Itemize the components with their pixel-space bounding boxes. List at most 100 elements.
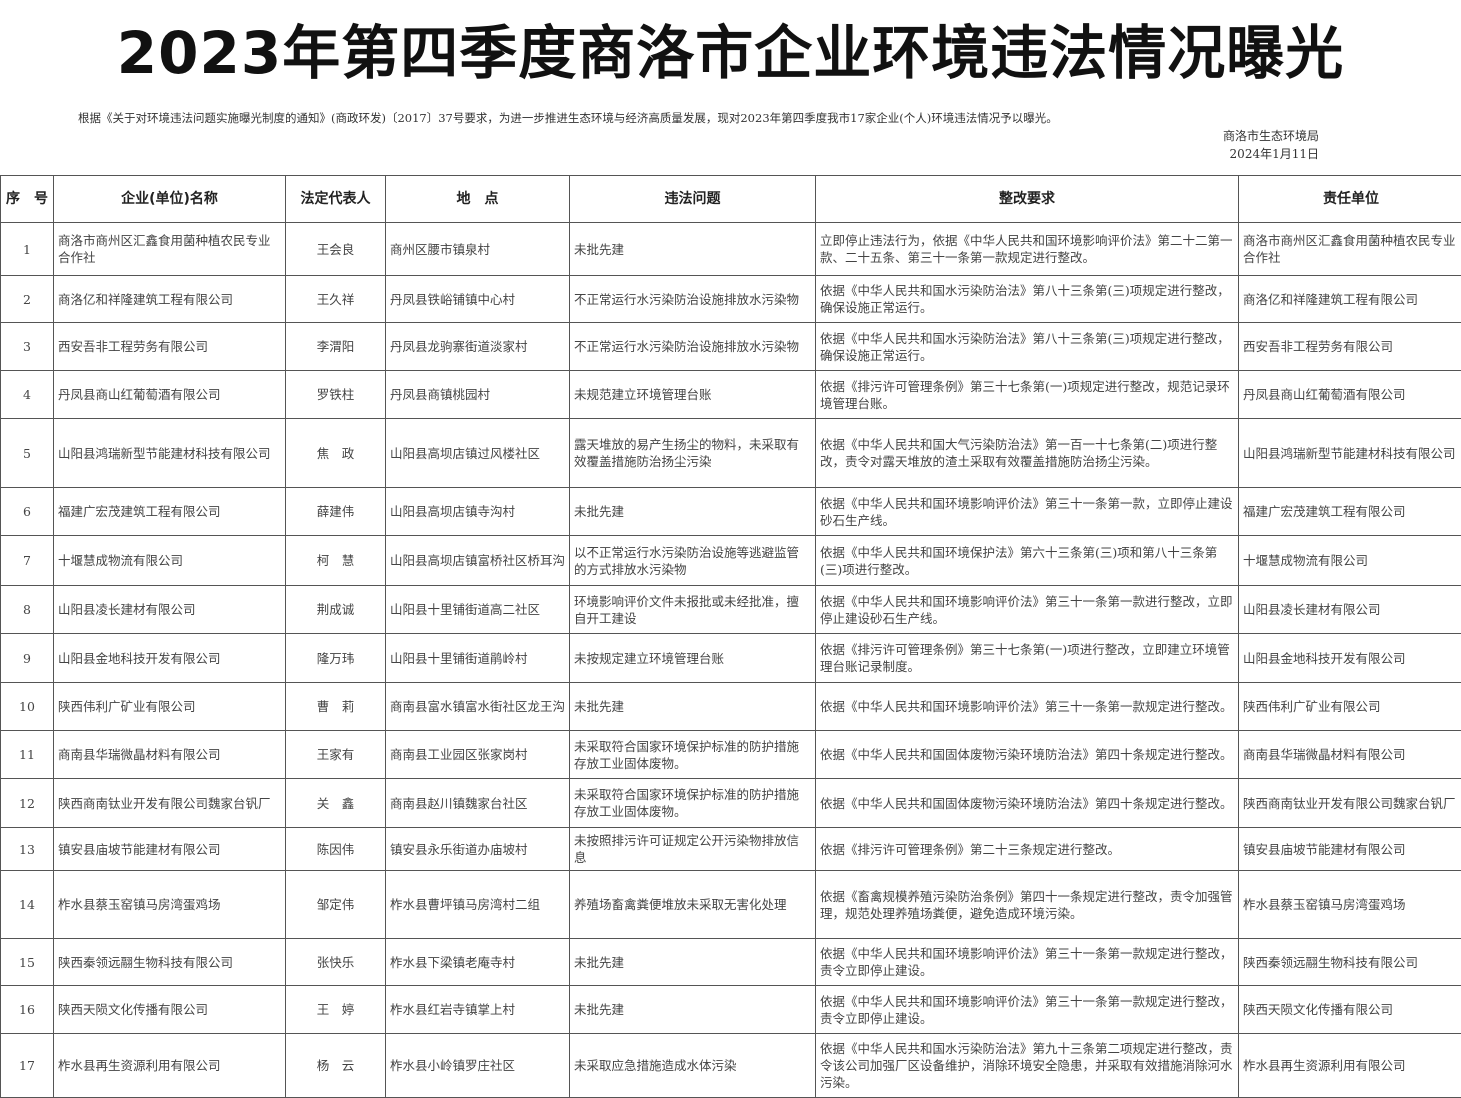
violation: 未采取符合国家环境保护标准的防护措施存放工业固体废物。	[570, 731, 816, 779]
rectification: 依据《排污许可管理条例》第三十七条第(一)项规定进行整改，规范记录环境管理台账。	[816, 371, 1239, 419]
location: 丹凤县铁峪铺镇中心村	[386, 276, 570, 323]
company-name: 陕西秦领远翮生物科技有限公司	[54, 939, 286, 986]
responsible-unit: 丹凤县商山红葡萄酒有限公司	[1239, 371, 1461, 419]
legal-rep: 罗铁柱	[286, 371, 386, 419]
table-header-row: 序 号 企业(单位)名称 法定代表人 地 点 违法问题 整改要求 责任单位	[1, 176, 1461, 223]
row-index: 15	[1, 939, 54, 986]
company-name: 陕西商南钛业开发有限公司魏家台钒厂	[54, 779, 286, 828]
company-name: 十堰慧成物流有限公司	[54, 536, 286, 586]
row-index: 3	[1, 323, 54, 371]
rectification: 依据《中华人民共和国环境影响评价法》第三十一条第一款，立即停止建设砂石生产线。	[816, 488, 1239, 536]
header-rectification: 整改要求	[816, 176, 1239, 223]
rectification: 依据《中华人民共和国环境影响评价法》第三十一条第一款规定进行整改，责令立即停止建…	[816, 986, 1239, 1034]
violation: 未批先建	[570, 223, 816, 276]
responsible-unit: 山阳县鸿瑞新型节能建材科技有限公司	[1239, 419, 1461, 488]
row-index: 5	[1, 419, 54, 488]
legal-rep: 王会良	[286, 223, 386, 276]
location: 柞水县小岭镇罗庄社区	[386, 1034, 570, 1098]
row-index: 10	[1, 683, 54, 731]
rectification: 依据《中华人民共和国水污染防治法》第九十三条第二项规定进行整改，责令该公司加强厂…	[816, 1034, 1239, 1098]
responsible-unit: 山阳县凌长建材有限公司	[1239, 586, 1461, 634]
header-company: 企业(单位)名称	[54, 176, 286, 223]
company-name: 山阳县金地科技开发有限公司	[54, 634, 286, 683]
rectification: 依据《中华人民共和国水污染防治法》第八十三条第(三)项规定进行整改，确保设施正常…	[816, 276, 1239, 323]
row-index: 12	[1, 779, 54, 828]
responsible-unit: 商洛亿和祥隆建筑工程有限公司	[1239, 276, 1461, 323]
issuing-organization: 商洛市生态环境局	[1223, 127, 1319, 144]
location: 丹凤县商镇桃园村	[386, 371, 570, 419]
rectification: 依据《中华人民共和国环境影响评价法》第三十一条第一款规定进行整改。	[816, 683, 1239, 731]
row-index: 7	[1, 536, 54, 586]
rectification: 依据《排污许可管理条例》第三十七条第(一)项进行整改，立即建立环境管理台账记录制…	[816, 634, 1239, 683]
responsible-unit: 十堰慧成物流有限公司	[1239, 536, 1461, 586]
violation: 未批先建	[570, 488, 816, 536]
row-index: 9	[1, 634, 54, 683]
responsible-unit: 山阳县金地科技开发有限公司	[1239, 634, 1461, 683]
legal-rep: 焦 政	[286, 419, 386, 488]
legal-rep: 张快乐	[286, 939, 386, 986]
rectification: 依据《中华人民共和国水污染防治法》第八十三条第(三)项规定进行整改，确保设施正常…	[816, 323, 1239, 371]
violation: 环境影响评价文件未报批或未经批准，擅自开工建设	[570, 586, 816, 634]
location: 商南县富水镇富水街社区龙王沟	[386, 683, 570, 731]
responsible-unit: 商洛市商州区汇鑫食用菌种植农民专业合作社	[1239, 223, 1461, 276]
location: 山阳县十里铺街道鹃岭村	[386, 634, 570, 683]
rectification: 依据《中华人民共和国环境保护法》第六十三条第(三)项和第八十三条第(三)项进行整…	[816, 536, 1239, 586]
violation: 未按照排污许可证规定公开污染物排放信息	[570, 828, 816, 871]
header-legal-rep: 法定代表人	[286, 176, 386, 223]
rectification: 立即停止违法行为，依据《中华人民共和国环境影响评价法》第二十二第一款、二十五条、…	[816, 223, 1239, 276]
header-index: 序 号	[1, 176, 54, 223]
violation: 未批先建	[570, 683, 816, 731]
row-index: 1	[1, 223, 54, 276]
company-name: 福建广宏茂建筑工程有限公司	[54, 488, 286, 536]
legal-rep: 王家有	[286, 731, 386, 779]
violation: 不正常运行水污染防治设施排放水污染物	[570, 323, 816, 371]
company-name: 山阳县鸿瑞新型节能建材科技有限公司	[54, 419, 286, 488]
company-name: 丹凤县商山红葡萄酒有限公司	[54, 371, 286, 419]
violation: 未批先建	[570, 986, 816, 1034]
location: 山阳县高坝店镇寺沟村	[386, 488, 570, 536]
rectification: 依据《中华人民共和国固体废物污染环境防治法》第四十条规定进行整改。	[816, 779, 1239, 828]
responsible-unit: 陕西商南钛业开发有限公司魏家台钒厂	[1239, 779, 1461, 828]
responsible-unit: 镇安县庙坡节能建材有限公司	[1239, 828, 1461, 871]
header-responsible: 责任单位	[1239, 176, 1461, 223]
company-name: 柞水县再生资源利用有限公司	[54, 1034, 286, 1098]
violation: 以不正常运行水污染防治设施等逃避监管的方式排放水污染物	[570, 536, 816, 586]
legal-rep: 荆成诚	[286, 586, 386, 634]
legal-rep: 陈因伟	[286, 828, 386, 871]
row-index: 6	[1, 488, 54, 536]
violation: 未采取应急措施造成水体污染	[570, 1034, 816, 1098]
violation: 养殖场畜禽粪便堆放未采取无害化处理	[570, 871, 816, 939]
page-title: 2023年第四季度商洛市企业环境违法情况曝光	[0, 6, 1461, 90]
location: 柞水县下梁镇老庵寺村	[386, 939, 570, 986]
legal-rep: 曹 莉	[286, 683, 386, 731]
violation: 未采取符合国家环境保护标准的防护措施存放工业固体废物。	[570, 779, 816, 828]
company-name: 山阳县凌长建材有限公司	[54, 586, 286, 634]
intro-text: 根据《关于对环境违法问题实施曝光制度的通知》(商政环发)〔2017〕37号要求，…	[78, 110, 1058, 126]
violation: 露天堆放的易产生扬尘的物料，未采取有效覆盖措施防治扬尘污染	[570, 419, 816, 488]
issue-date: 2024年1月11日	[1230, 145, 1319, 162]
responsible-unit: 商南县华瑞微晶材料有限公司	[1239, 731, 1461, 779]
location: 山阳县高坝店镇富桥社区桥耳沟	[386, 536, 570, 586]
company-name: 镇安县庙坡节能建材有限公司	[54, 828, 286, 871]
row-index: 16	[1, 986, 54, 1034]
location: 商南县工业园区张家岗村	[386, 731, 570, 779]
header-location: 地 点	[386, 176, 570, 223]
rectification: 依据《中华人民共和国大气污染防治法》第一百一十七条第(二)项进行整改，责令对露天…	[816, 419, 1239, 488]
location: 商南县赵川镇魏家台社区	[386, 779, 570, 828]
responsible-unit: 西安吾非工程劳务有限公司	[1239, 323, 1461, 371]
responsible-unit: 柞水县蔡玉窑镇马房湾蛋鸡场	[1239, 871, 1461, 939]
location: 山阳县十里铺街道高二社区	[386, 586, 570, 634]
